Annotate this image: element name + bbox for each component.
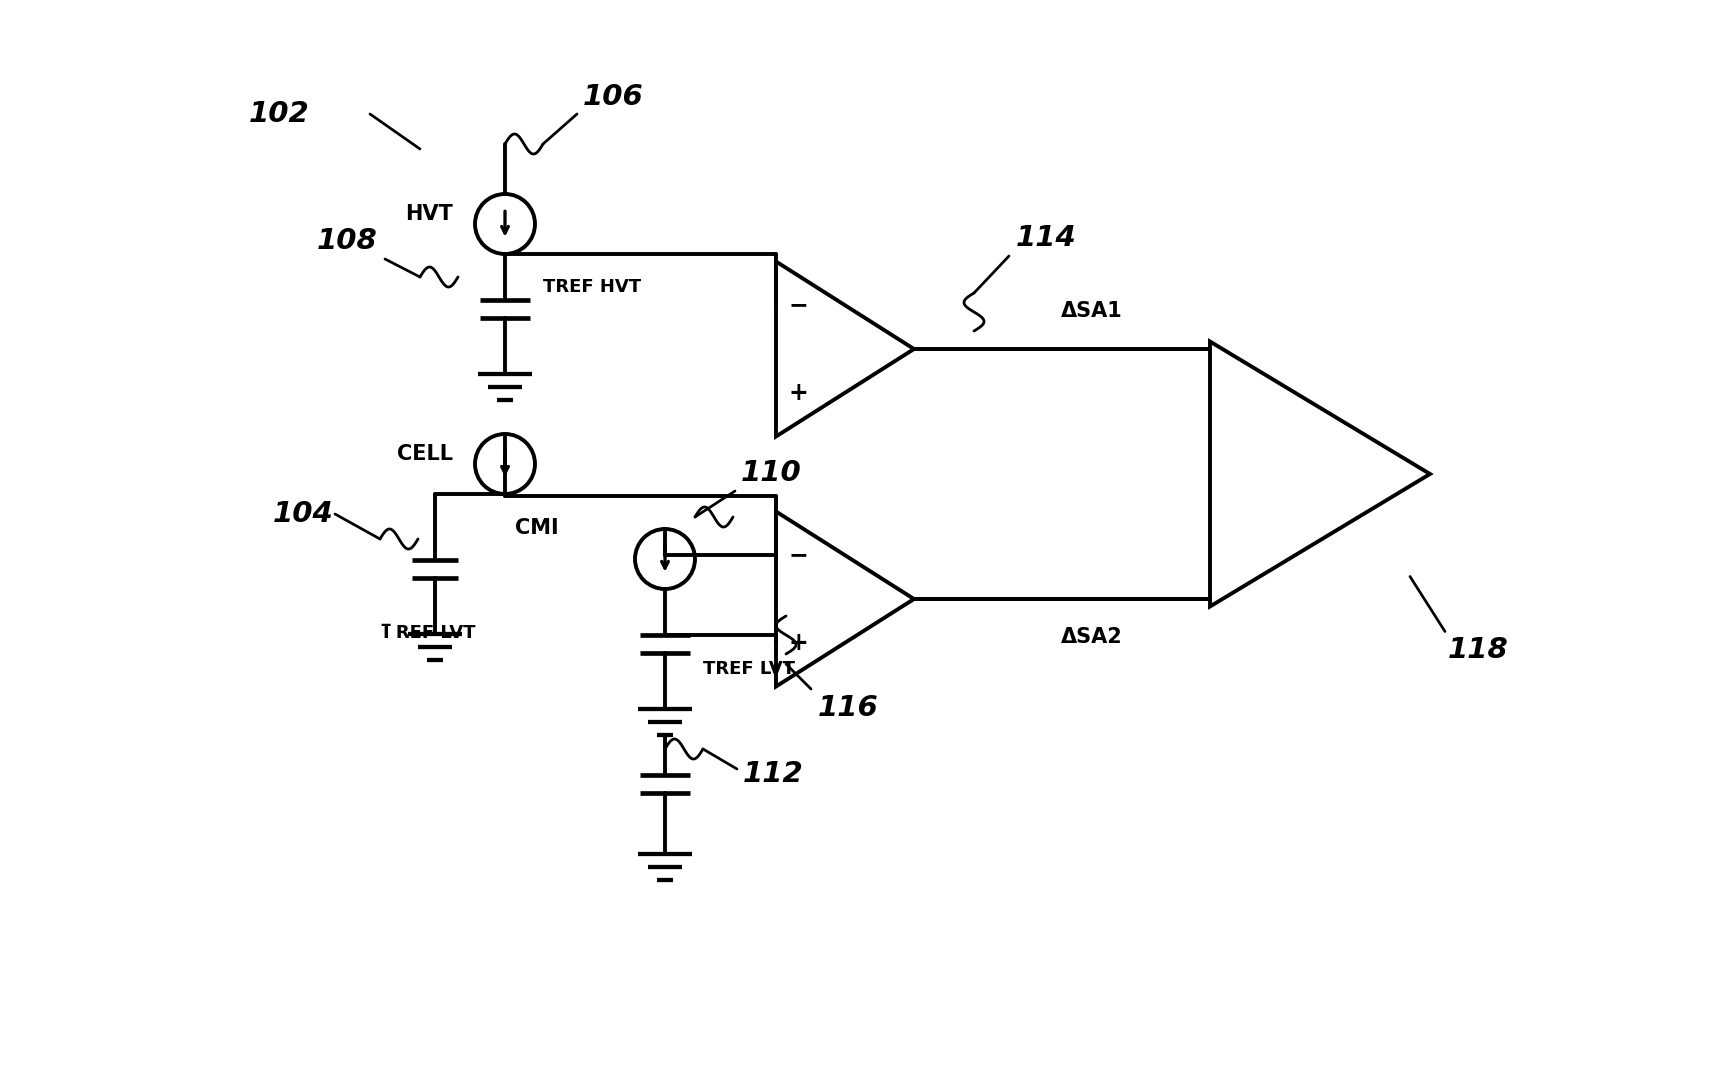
Text: ΔSA2: ΔSA2 xyxy=(1061,627,1123,647)
Text: 116: 116 xyxy=(818,694,878,722)
Text: 118: 118 xyxy=(1448,637,1509,665)
Text: TREF HVT: TREF HVT xyxy=(543,278,641,296)
Text: −: − xyxy=(788,543,807,568)
Text: −: − xyxy=(788,293,807,317)
Text: TREF LVT: TREF LVT xyxy=(703,660,795,678)
Text: ΔSA1: ΔSA1 xyxy=(1061,301,1123,320)
Text: CELL: CELL xyxy=(398,443,453,464)
Text: 112: 112 xyxy=(743,760,804,788)
Text: 106: 106 xyxy=(583,83,644,111)
Text: 104: 104 xyxy=(273,500,333,528)
Text: 108: 108 xyxy=(318,227,378,255)
Text: I̅ REF LVT: I̅ REF LVT xyxy=(384,624,476,642)
Text: +: + xyxy=(788,631,807,655)
Text: CMI: CMI xyxy=(516,518,559,538)
Text: 102: 102 xyxy=(250,100,311,128)
Text: 110: 110 xyxy=(741,459,802,487)
Text: 114: 114 xyxy=(1016,224,1076,252)
Text: +: + xyxy=(788,381,807,405)
Text: HVT: HVT xyxy=(404,204,453,224)
